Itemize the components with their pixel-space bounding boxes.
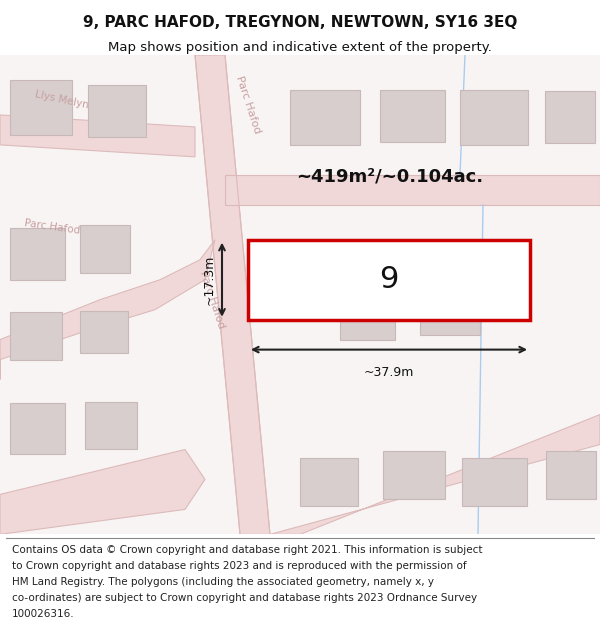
Bar — [80, 311, 128, 352]
Text: ~37.9m: ~37.9m — [364, 366, 414, 379]
Bar — [300, 459, 358, 506]
Bar — [248, 240, 530, 319]
Bar — [10, 228, 65, 280]
Text: co-ordinates) are subject to Crown copyright and database rights 2023 Ordnance S: co-ordinates) are subject to Crown copyr… — [12, 593, 477, 603]
Text: Llys Melyn: Llys Melyn — [34, 89, 90, 111]
Text: 9, PARC HAFOD, TREGYNON, NEWTOWN, SY16 3EQ: 9, PARC HAFOD, TREGYNON, NEWTOWN, SY16 3… — [83, 16, 517, 31]
Bar — [462, 459, 527, 506]
Polygon shape — [0, 449, 205, 534]
Bar — [10, 402, 65, 454]
Bar — [383, 451, 445, 499]
Polygon shape — [270, 414, 600, 534]
Text: ~419m²/~0.104ac.: ~419m²/~0.104ac. — [296, 168, 484, 186]
Bar — [460, 90, 528, 145]
Polygon shape — [0, 115, 195, 157]
Bar — [290, 90, 360, 145]
Text: Map shows position and indicative extent of the property.: Map shows position and indicative extent… — [108, 41, 492, 54]
Text: ~17.3m: ~17.3m — [203, 254, 216, 305]
Text: 9: 9 — [379, 265, 398, 294]
Bar — [380, 90, 445, 142]
Polygon shape — [225, 175, 600, 205]
Polygon shape — [195, 55, 270, 534]
Text: Parc Hafod: Parc Hafod — [23, 218, 80, 236]
Text: Contains OS data © Crown copyright and database right 2021. This information is : Contains OS data © Crown copyright and d… — [12, 545, 482, 555]
Text: 100026316.: 100026316. — [12, 609, 74, 619]
Bar — [545, 91, 595, 143]
Bar — [10, 312, 62, 359]
Text: to Crown copyright and database rights 2023 and is reproduced with the permissio: to Crown copyright and database rights 2… — [12, 561, 467, 571]
Polygon shape — [0, 240, 215, 379]
Bar — [546, 451, 596, 499]
Bar — [88, 85, 146, 137]
Bar — [10, 80, 72, 135]
Text: Parc Hafod: Parc Hafod — [234, 75, 262, 135]
Bar — [340, 292, 395, 339]
Bar — [85, 401, 137, 449]
Bar — [80, 225, 130, 272]
Bar — [420, 287, 480, 334]
Text: Parc Hafod: Parc Hafod — [198, 269, 226, 330]
Text: HM Land Registry. The polygons (including the associated geometry, namely x, y: HM Land Registry. The polygons (includin… — [12, 577, 434, 587]
